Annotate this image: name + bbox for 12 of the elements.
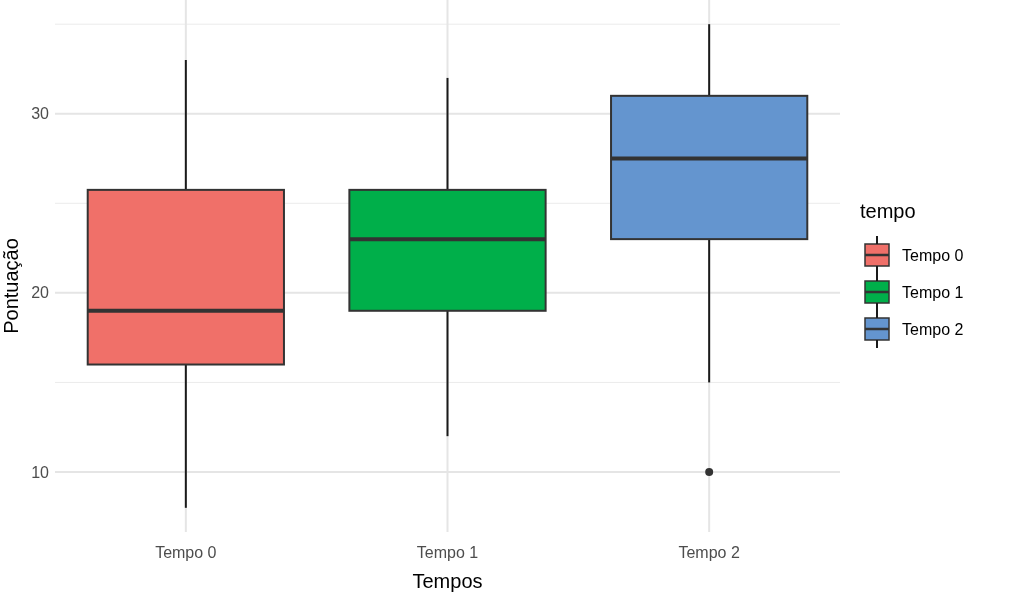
legend-title: tempo (860, 200, 916, 222)
y-tick-label: 20 (31, 284, 50, 302)
y-axis-title: Pontuação (0, 238, 22, 334)
x-tick-label: Tempo 1 (416, 544, 479, 561)
x-axis-title: Tempos (412, 570, 483, 592)
x-tick-label: Tempo 2 (678, 544, 740, 561)
legend-label: Tempo 1 (902, 283, 964, 301)
y-tick-label: 10 (31, 463, 50, 481)
x-tick-label: Tempo 0 (155, 544, 217, 561)
y-tick-label: 30 (31, 105, 50, 123)
legend-label: Tempo 0 (902, 246, 964, 264)
legend-label: Tempo 2 (902, 320, 964, 338)
